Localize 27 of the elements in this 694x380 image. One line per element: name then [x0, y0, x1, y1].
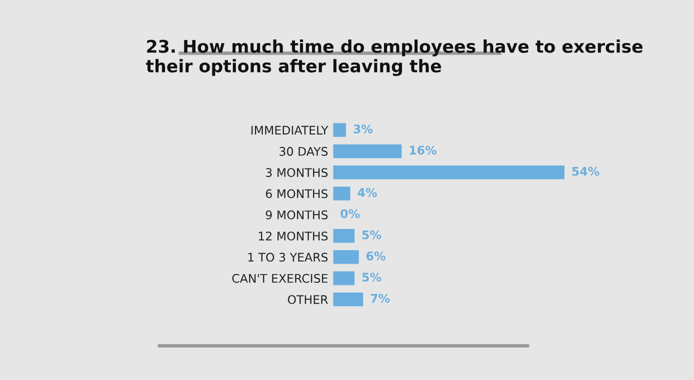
y-tick-label: IMMEDIATELY [251, 126, 328, 135]
y-tick-label: 1 TO 3 YEARS [248, 252, 328, 262]
bar [333, 186, 350, 200]
y-tick-label: 30 DAYS [280, 146, 328, 156]
data-label: 6% [366, 252, 386, 260]
bar [333, 292, 364, 306]
y-tick-label: 9 MONTHS [266, 210, 328, 220]
data-label: 5% [362, 230, 382, 240]
bar [333, 271, 355, 286]
y-tick-label: 12 MONTHS [258, 232, 328, 241]
data-label: 0% [340, 209, 360, 218]
bar [333, 165, 564, 180]
bar [333, 123, 346, 137]
y-tick-label: OTHER [288, 295, 328, 304]
bar [333, 228, 355, 243]
y-tick-label: 3 MONTHS [266, 168, 328, 178]
data-label: 7% [370, 294, 390, 303]
y-tick-label: 6 MONTHS [266, 189, 328, 198]
data-label: 3% [354, 124, 373, 134]
data-label: 4% [358, 188, 377, 197]
y-tick-label: CAN'T EXERCISE [232, 274, 328, 283]
data-label: 54% [572, 166, 600, 176]
data-label: 5% [362, 272, 382, 282]
chart-title: 23. How much time do employees have to exercise their options after leaving the [146, 39, 642, 76]
bar [333, 144, 402, 158]
bar [333, 250, 359, 264]
data-label: 16% [410, 146, 436, 155]
